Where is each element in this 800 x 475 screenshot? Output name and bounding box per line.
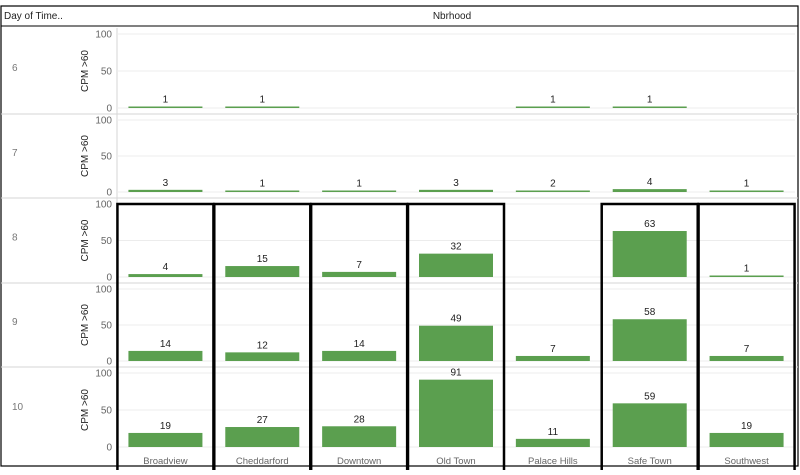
bar (709, 355, 784, 361)
data-label: 3 (453, 178, 459, 189)
data-label: 1 (356, 179, 362, 190)
data-label: 91 (450, 368, 462, 379)
data-label: 1 (163, 95, 169, 106)
data-label: 49 (450, 314, 462, 325)
y-tick-label: 100 (95, 285, 112, 296)
data-label: 1 (647, 95, 653, 106)
bar (612, 231, 687, 277)
data-label: 58 (644, 307, 656, 318)
bar (612, 403, 687, 447)
y-tick-label: 100 (95, 369, 112, 380)
y-tick-label: 50 (101, 67, 113, 78)
y-tick-label: 0 (106, 357, 112, 368)
y-tick-label: 0 (106, 443, 112, 454)
y-axis-title: CPM >60 (80, 50, 91, 92)
bar (322, 271, 397, 277)
bar (225, 352, 300, 361)
data-label: 2 (550, 179, 556, 190)
row-label: 9 (12, 317, 18, 328)
x-tick-label: Downtown (337, 456, 381, 467)
data-label: 1 (550, 95, 556, 106)
column-field-header: Nbrhood (433, 11, 471, 22)
bar (419, 189, 493, 192)
data-label: 59 (644, 391, 656, 402)
bar (225, 266, 300, 277)
bar (515, 355, 590, 361)
bar (515, 190, 590, 192)
bar (128, 350, 203, 361)
data-label: 28 (354, 414, 366, 425)
y-tick-label: 0 (106, 104, 112, 115)
y-axis-title: CPM >60 (80, 389, 91, 431)
y-tick-label: 0 (106, 188, 112, 199)
data-label: 1 (744, 179, 750, 190)
x-tick-label: Broadview (143, 456, 187, 467)
y-tick-label: 100 (95, 30, 112, 41)
bar (709, 432, 784, 447)
data-label: 11 (548, 427, 559, 438)
bar (322, 350, 397, 361)
row-label: 10 (12, 402, 24, 413)
data-label: 14 (160, 339, 172, 350)
data-label: 19 (741, 421, 753, 432)
bar (612, 189, 687, 192)
x-tick-label: Safe Town (628, 456, 672, 467)
bar (419, 253, 493, 277)
data-label: 7 (356, 260, 362, 271)
bar (128, 189, 203, 192)
bar (419, 325, 493, 361)
bar (225, 106, 300, 108)
data-label: 19 (160, 421, 172, 432)
y-tick-label: 50 (101, 406, 113, 417)
bar (515, 106, 590, 108)
bar (322, 426, 397, 447)
bar (322, 190, 397, 192)
bar (225, 427, 300, 447)
data-label: 1 (260, 95, 266, 106)
bar (128, 106, 203, 108)
data-label: 14 (354, 339, 366, 350)
x-tick-label: Old Town (436, 456, 475, 467)
x-tick-label: Southwest (724, 456, 769, 467)
bar (612, 106, 687, 108)
row-label: 7 (12, 148, 18, 159)
outer-frame (0, 5, 799, 467)
bar (709, 275, 784, 277)
data-label: 4 (647, 177, 653, 188)
y-tick-label: 100 (95, 200, 112, 211)
data-label: 32 (450, 242, 462, 253)
data-label: 7 (550, 344, 556, 355)
bar (612, 319, 687, 361)
bar (128, 432, 203, 447)
bar (128, 274, 203, 277)
bar (515, 438, 590, 447)
y-tick-label: 100 (95, 116, 112, 127)
data-label: 27 (257, 415, 269, 426)
row-field-header: Day of Time.. (4, 11, 63, 22)
bar (709, 190, 784, 192)
y-axis-title: CPM >60 (80, 135, 91, 177)
row-label: 6 (12, 63, 18, 74)
data-label: 63 (644, 219, 656, 230)
y-tick-label: 0 (106, 273, 112, 284)
x-tick-label: Cheddarford (236, 456, 289, 467)
data-label: 7 (744, 344, 750, 355)
x-tick-label: Palace Hills (528, 456, 578, 467)
y-tick-label: 50 (101, 152, 113, 163)
data-label: 3 (163, 178, 169, 189)
data-label: 12 (257, 340, 269, 351)
data-label: 1 (744, 264, 750, 275)
row-label: 8 (12, 233, 18, 244)
y-axis-title: CPM >60 (80, 219, 91, 261)
data-label: 4 (163, 262, 169, 273)
data-label: 15 (257, 254, 269, 265)
y-tick-label: 50 (101, 321, 113, 332)
bar (419, 379, 493, 447)
y-tick-label: 50 (101, 236, 113, 247)
data-label: 1 (260, 179, 266, 190)
bar (225, 190, 300, 192)
y-axis-title: CPM >60 (80, 304, 91, 346)
